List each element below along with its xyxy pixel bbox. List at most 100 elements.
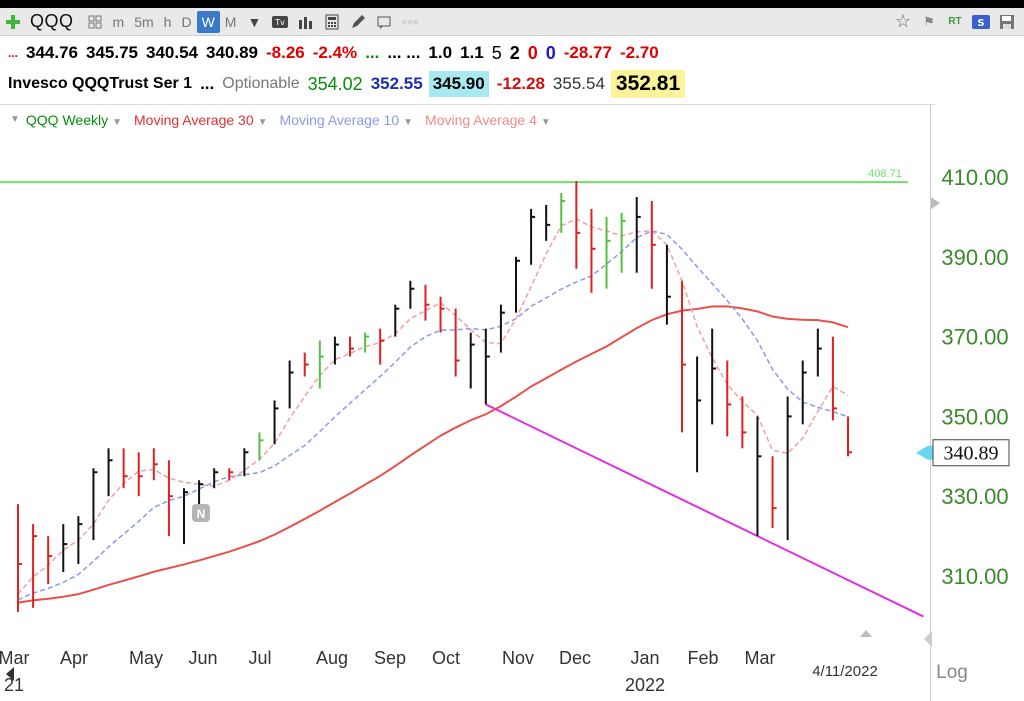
ohlc-bar — [47, 536, 53, 584]
ohlc-bar — [364, 332, 370, 353]
ohlc-bar — [122, 448, 128, 489]
price-tick-label: 410.00 — [941, 165, 1008, 190]
timeframe-month[interactable]: M — [224, 13, 237, 30]
ma4-line — [17, 218, 849, 595]
news-marker: N — [192, 504, 210, 522]
sync-icon[interactable]: S — [972, 13, 990, 31]
ohlc-bar — [303, 352, 309, 377]
ohlc-bar — [213, 468, 219, 489]
quote-prefix: ... — [8, 46, 19, 60]
price-1: 354.02 — [307, 73, 363, 94]
optionable-label: Optionable — [222, 75, 300, 92]
price-chart[interactable]: 408.71 310.00 330.00 350.00 370.00 390.00 410… — [0, 134, 1024, 701]
ohlc-bar — [756, 416, 762, 537]
month-label: Aug — [316, 648, 348, 668]
study-ma4[interactable]: Moving Average 4 ▼ — [425, 112, 551, 128]
star-icon[interactable]: ☆ — [894, 11, 912, 31]
pencil-icon[interactable] — [349, 13, 367, 31]
ohlc-bar — [786, 396, 792, 541]
year-label: 21 — [4, 675, 24, 695]
study-label: Moving Average 30 — [134, 111, 254, 128]
ohlc-bar — [590, 208, 596, 293]
text-tool-icon[interactable]: Tv — [271, 13, 289, 31]
price-tick-label: 330.00 — [941, 484, 1008, 509]
bar-chart-icon[interactable] — [297, 13, 315, 31]
close-value: 340.89 — [206, 43, 259, 62]
ohlc-bar — [288, 360, 294, 409]
study-label: QQQ Weekly — [25, 111, 109, 128]
trendline — [485, 403, 924, 618]
month-label: Jul — [248, 648, 271, 668]
calculator-icon[interactable] — [323, 13, 341, 31]
ohlc-bar — [545, 204, 551, 241]
open-value: 344.76 — [26, 43, 79, 62]
add-symbol-icon[interactable] — [4, 13, 22, 31]
chevron-down-icon: ▼ — [403, 116, 414, 128]
ohlc-bar — [62, 524, 68, 573]
axis-divider — [930, 104, 931, 701]
ohlc-bar — [575, 180, 581, 269]
quote-row-info: Invesco QQQTrust Ser 1 ... Optionable 35… — [0, 68, 686, 100]
window-frame — [0, 0, 1024, 8]
timeframe-week[interactable]: W — [196, 10, 220, 33]
low-value: 340.54 — [146, 43, 199, 62]
ohlc-bar — [665, 244, 671, 325]
price-5: 355.54 — [552, 74, 605, 93]
ohlc-bar — [379, 328, 385, 365]
annotation-icon[interactable] — [375, 13, 393, 31]
symbol-label[interactable]: QQQ — [30, 11, 74, 31]
chevron-down-icon: ▼ — [540, 116, 551, 128]
ohlc-bar — [741, 396, 747, 449]
change-value-3: -2.70 — [619, 43, 659, 62]
ohlc-bar — [349, 336, 354, 357]
timeframe-day[interactable]: D — [181, 13, 192, 30]
change-value: -8.26 — [266, 43, 305, 62]
ohlc-bar — [484, 328, 490, 405]
save-icon[interactable] — [998, 13, 1016, 31]
ohlc-bar — [273, 400, 279, 445]
alert-flag-icon[interactable]: ⚑ — [923, 13, 935, 29]
ohlc-bar — [243, 448, 249, 477]
toolbar: QQQ m 5m h D W M ▼ Tv ☆ ⚑ RT — [0, 8, 1024, 36]
quote-dots-2: ... ... — [387, 43, 421, 62]
ohlc-bar — [635, 196, 641, 273]
ohlc-bar — [681, 280, 686, 433]
ohlc-bar — [439, 296, 445, 333]
ohlc-bar — [801, 360, 807, 425]
ohlc-bar — [499, 304, 505, 353]
month-label: Jan — [630, 648, 659, 668]
ohlc-bar — [32, 524, 38, 608]
ohlc-bar — [333, 336, 339, 365]
dots-icon[interactable] — [401, 13, 419, 31]
timeframe-minute[interactable]: m — [112, 13, 125, 30]
svg-text:S: S — [977, 18, 984, 29]
news-marker-label: N — [197, 507, 206, 521]
price-pointer-icon — [916, 445, 934, 460]
year-label: 2022 — [625, 675, 665, 695]
realtime-icon[interactable]: RT — [948, 16, 962, 27]
study-ma10[interactable]: Moving Average 10 ▼ — [280, 112, 414, 128]
grid-icon[interactable] — [86, 13, 104, 31]
price-tick-label: 310.00 — [941, 564, 1008, 589]
ohlc-bar — [318, 340, 324, 389]
month-label: Mar — [745, 648, 776, 668]
ohlc-bar — [92, 468, 98, 541]
study-menu-icon[interactable]: ▼ — [10, 114, 20, 125]
count-1: 5 — [491, 42, 502, 63]
scroll-up-icon — [860, 630, 872, 637]
ohlc-bar — [183, 488, 188, 545]
count-3: 0 — [527, 42, 538, 63]
timeframe-5-minute[interactable]: 5m — [134, 13, 154, 30]
chevron-down-icon[interactable]: ▼ — [247, 13, 262, 30]
study-qqq-weekly[interactable]: QQQ Weekly ▼ — [26, 112, 122, 128]
price-tick-label: 350.00 — [941, 404, 1008, 429]
study-label: Moving Average 10 — [279, 111, 400, 128]
timeframe-hour[interactable]: h — [163, 13, 172, 30]
last-price-box — [932, 439, 1010, 467]
study-ma30[interactable]: Moving Average 30 ▼ — [134, 112, 268, 128]
month-label: Mar — [0, 648, 30, 668]
ohlc-bar — [17, 504, 22, 612]
ohlc-bar — [152, 448, 158, 481]
month-label: Jun — [188, 648, 217, 668]
